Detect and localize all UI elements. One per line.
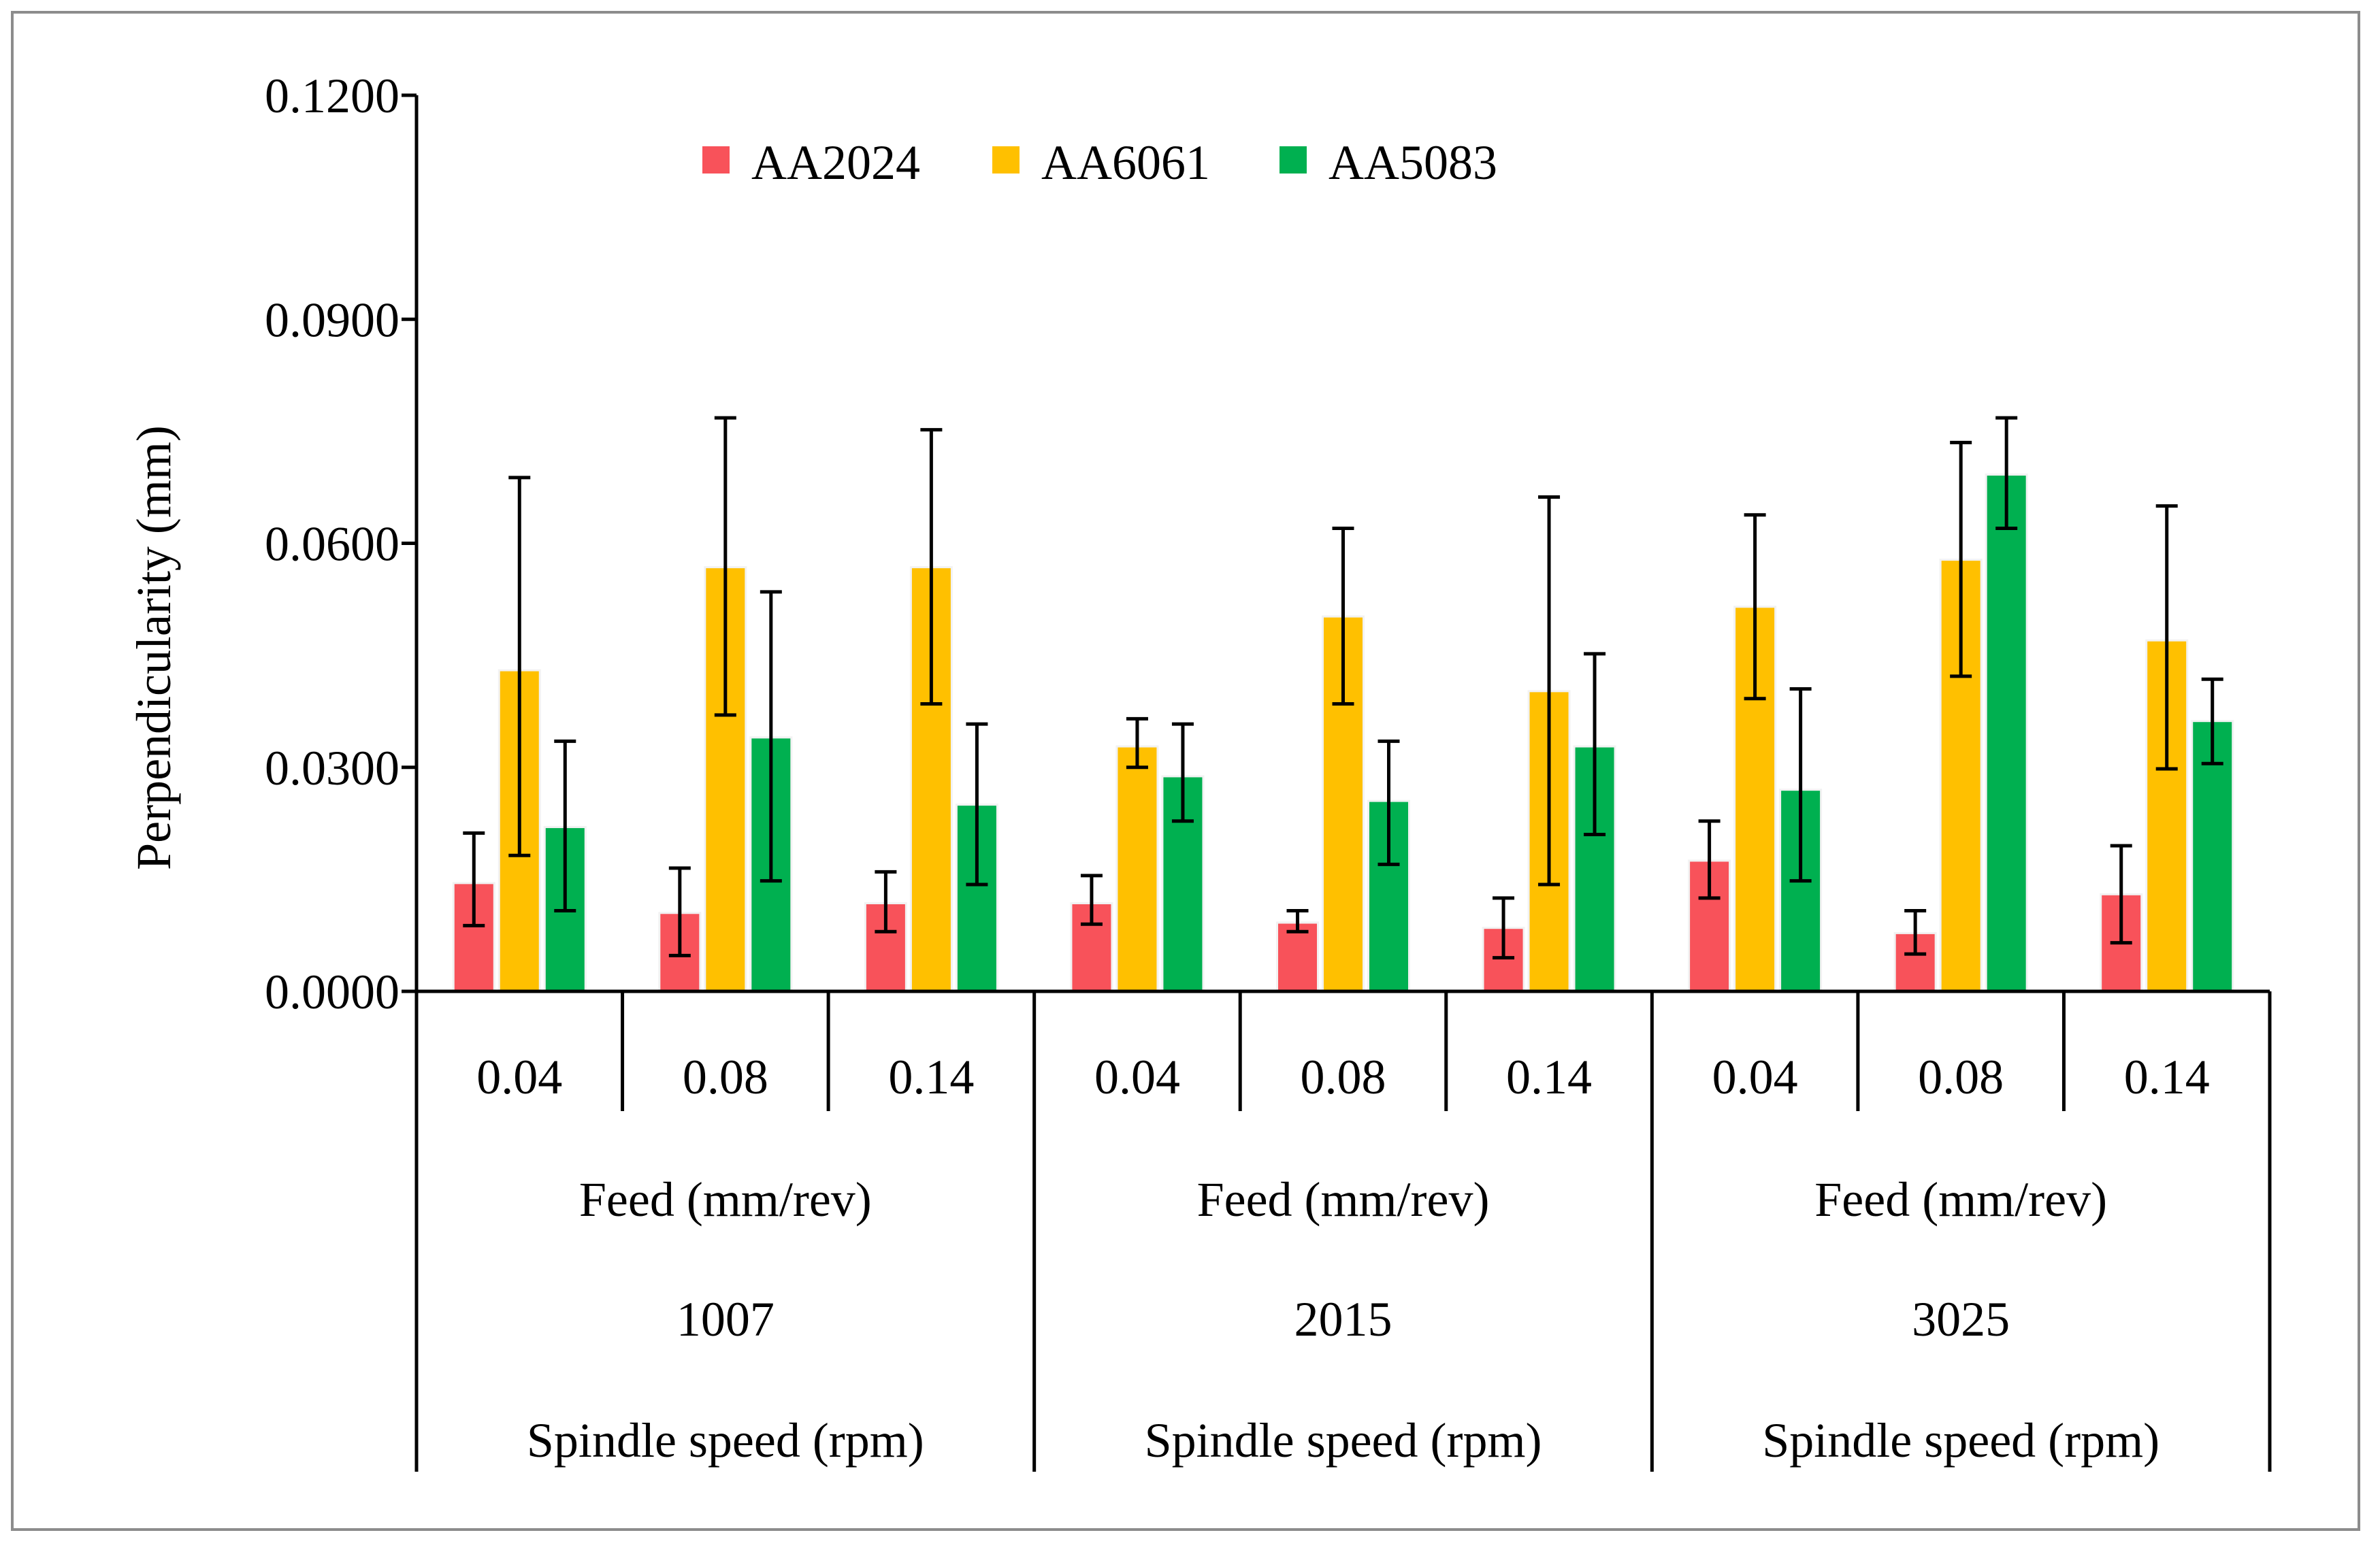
spindle-speed-value: 1007	[676, 1292, 775, 1347]
bar-aa5083-7	[1985, 474, 2028, 993]
category-label: 0.04	[1094, 1050, 1180, 1104]
y-tick-label: 0.1200	[265, 69, 400, 123]
y-tick-label: 0.0000	[265, 965, 400, 1019]
category-label: 0.08	[683, 1050, 768, 1104]
spindle-speed-label: Spindle speed (rpm)	[1145, 1413, 1542, 1468]
category-label: 0.04	[476, 1050, 562, 1104]
spindle-speed-value: 3025	[1912, 1292, 2010, 1347]
y-axis-ticks: 0.0000 0.0300 0.0600 0.0900 0.1200	[265, 69, 417, 1019]
feed-label: Feed (mm/rev)	[1814, 1172, 2107, 1227]
y-tick-label: 0.0300	[265, 741, 400, 795]
legend-swatch-aa2024	[702, 146, 730, 174]
legend-swatch-aa5083	[1279, 146, 1307, 174]
category-label: 0.08	[1918, 1050, 2004, 1104]
spindle-speed-label: Spindle speed (rpm)	[1762, 1413, 2159, 1468]
y-axis-title: Perpendicularity (mm)	[127, 425, 181, 870]
bars	[452, 474, 2234, 993]
bar-aa6061-3	[1115, 745, 1159, 993]
legend: AA2024 AA6061 AA5083	[702, 135, 1497, 190]
spindle-speed-label: Spindle speed (rpm)	[527, 1413, 924, 1468]
category-label: 0.08	[1301, 1050, 1386, 1104]
legend-label-aa6061: AA6061	[1041, 135, 1210, 190]
bar-aa5083-8	[2191, 720, 2234, 993]
legend-label-aa5083: AA5083	[1328, 135, 1497, 190]
feed-label: Feed (mm/rev)	[1197, 1172, 1490, 1227]
legend-swatch-aa6061	[992, 146, 1020, 174]
category-label: 0.14	[1506, 1050, 1592, 1104]
category-label: 0.04	[1712, 1050, 1798, 1104]
axes	[414, 95, 2272, 1472]
feed-label: Feed (mm/rev)	[579, 1172, 872, 1227]
category-label: 0.14	[888, 1050, 974, 1104]
legend-label-aa2024: AA2024	[751, 135, 920, 190]
y-tick-label: 0.0600	[265, 517, 400, 572]
y-tick-label: 0.0900	[265, 293, 400, 347]
spindle-speed-value: 2015	[1294, 1292, 1392, 1347]
error-bars	[463, 416, 2223, 960]
x-axis-labels: 0.04 0.08 0.14 0.04 0.08 0.14 0.04 0.08 0.14 Feed…	[476, 1050, 2209, 1468]
category-label: 0.14	[2124, 1050, 2210, 1104]
